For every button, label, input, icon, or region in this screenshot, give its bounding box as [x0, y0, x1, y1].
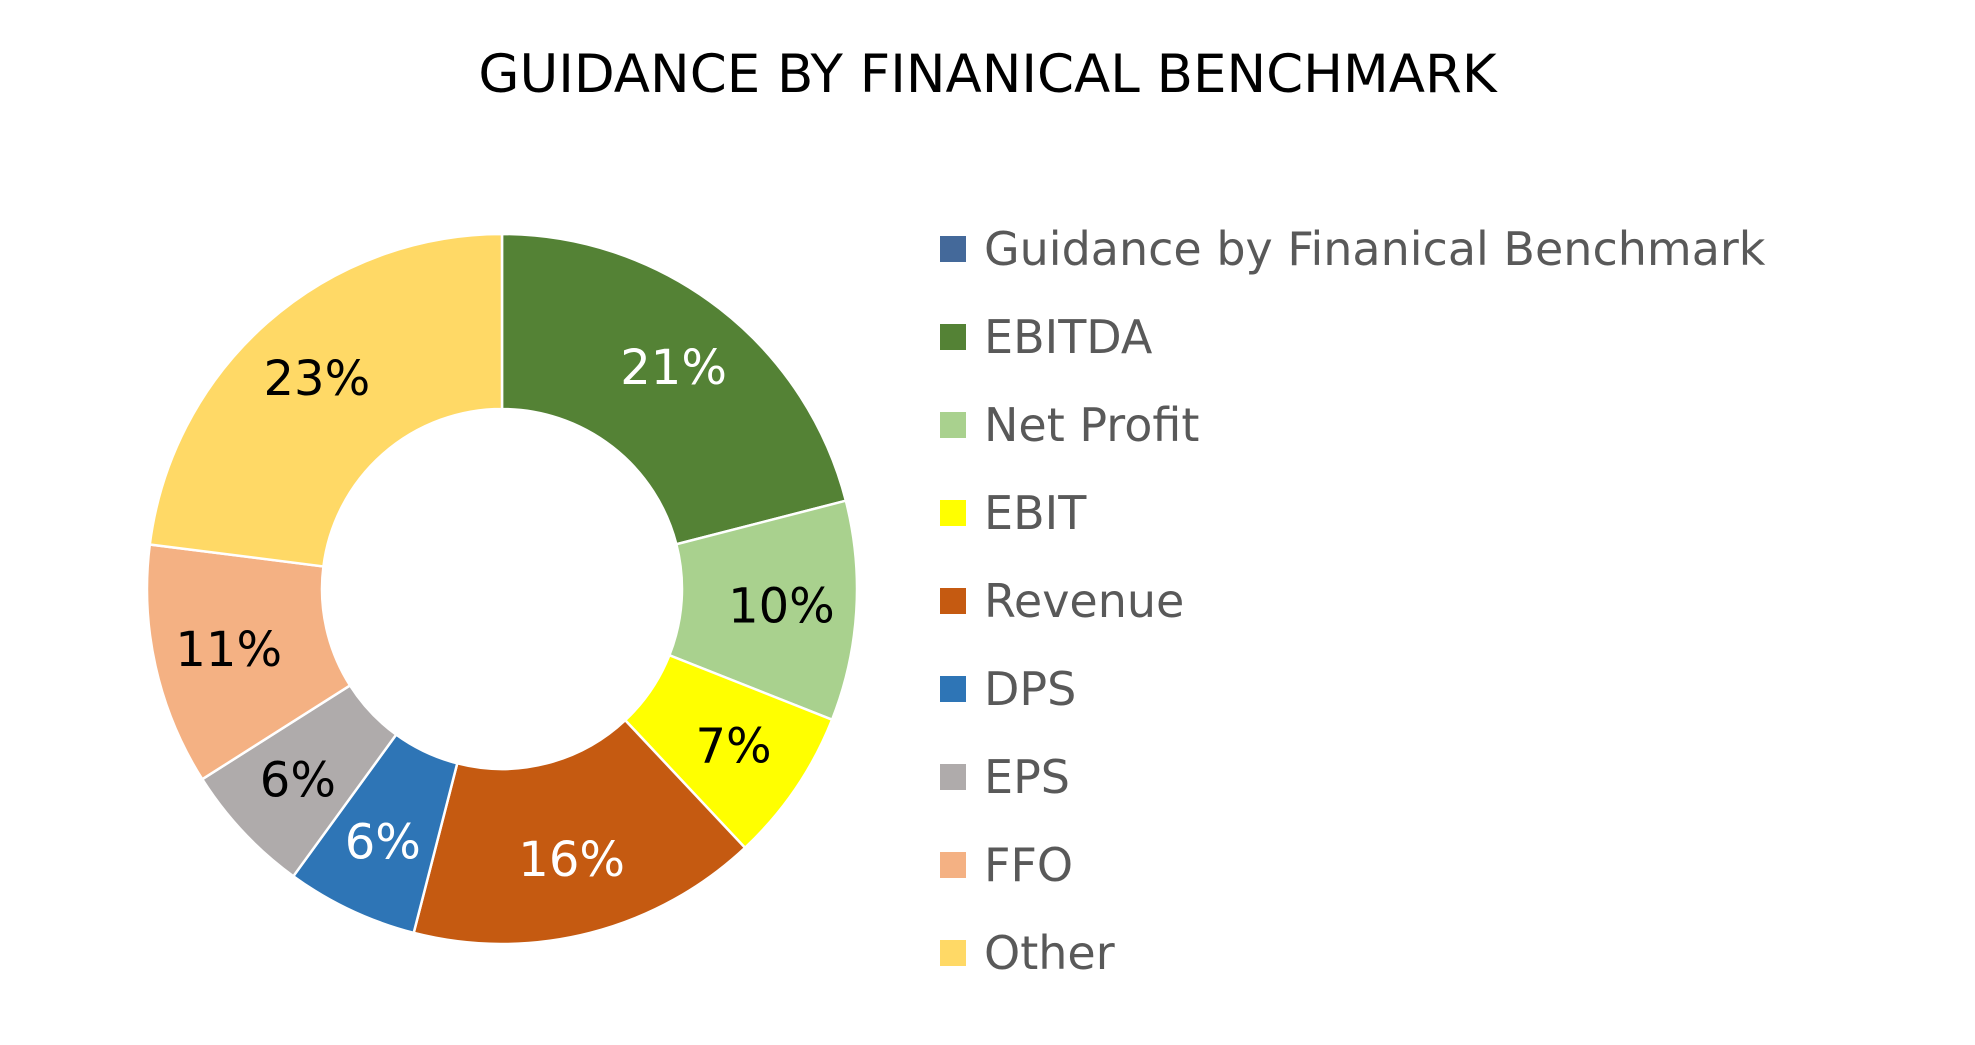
legend-swatch: [940, 852, 966, 878]
legend-item-ebitda: EBITDA: [940, 293, 1940, 381]
legend-swatch: [940, 940, 966, 966]
legend-item-ffo: FFO: [940, 821, 1940, 909]
legend-label: Other: [984, 926, 1115, 980]
slice-ebitda: [500, 232, 848, 546]
legend-item-revenue: Revenue: [940, 557, 1940, 645]
data-label-ffo: 11%: [175, 622, 282, 678]
legend-label: Net Profit: [984, 398, 1200, 452]
data-label-other: 23%: [263, 351, 370, 407]
legend-label: EBIT: [984, 486, 1087, 540]
legend-swatch: [940, 764, 966, 790]
legend-swatch: [940, 324, 966, 350]
legend-label: DPS: [984, 662, 1077, 716]
legend-label: EBITDA: [984, 310, 1153, 364]
legend-swatch: [940, 500, 966, 526]
donut-slices: [145, 232, 859, 946]
data-label-net-profit: 10%: [728, 579, 835, 635]
legend-label: Guidance by Finanical Benchmark: [984, 222, 1766, 276]
data-label-eps: 6%: [260, 753, 336, 809]
legend-swatch: [940, 676, 966, 702]
data-label-ebitda: 21%: [620, 340, 727, 396]
legend-item-net-profit: Net Profit: [940, 381, 1940, 469]
legend-item-dps: DPS: [940, 645, 1940, 733]
legend: Guidance by Finanical Benchmark EBITDA N…: [940, 205, 1940, 997]
legend-swatch: [940, 412, 966, 438]
legend-item-header: Guidance by Finanical Benchmark: [940, 205, 1940, 293]
data-label-dps: 6%: [345, 814, 421, 870]
donut-labels: 21% 10% 7% 16% 6%6% 11% 23%: [175, 340, 834, 888]
legend-label: FFO: [984, 838, 1074, 892]
legend-swatch: [940, 588, 966, 614]
legend-item-eps: EPS: [940, 733, 1940, 821]
legend-swatch: [940, 236, 966, 262]
legend-item-other: Other: [940, 909, 1940, 997]
chart-title: GUIDANCE BY FINANICAL BENCHMARK: [478, 44, 1497, 105]
data-label-revenue: 16%: [518, 832, 625, 888]
slice-revenue: [412, 718, 747, 946]
legend-item-ebit: EBIT: [940, 469, 1940, 557]
legend-label: Revenue: [984, 574, 1185, 628]
data-label-ebit: 7%: [696, 718, 772, 774]
slice-other: [148, 232, 504, 568]
legend-label: EPS: [984, 750, 1071, 804]
